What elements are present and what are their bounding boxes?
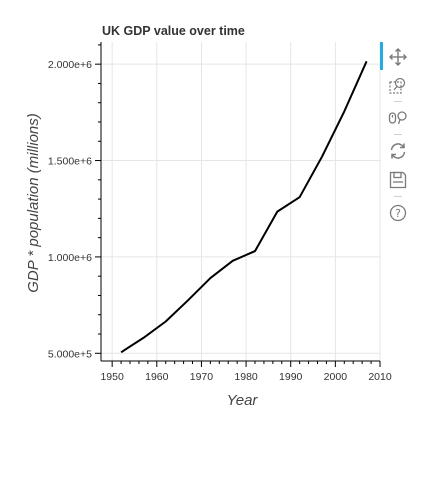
x-tick-label: 1950: [100, 371, 124, 383]
toolbar-separator: [394, 134, 402, 135]
x-tick-label: 1970: [190, 371, 214, 383]
pan-icon[interactable]: [388, 47, 408, 67]
y-axis-label: GDP * population (millions): [25, 113, 42, 293]
help-icon[interactable]: ?: [388, 203, 408, 223]
box-zoom-icon[interactable]: [388, 76, 408, 96]
x-tick-label: 2010: [368, 371, 392, 383]
wheel-zoom-icon[interactable]: [388, 108, 408, 128]
y-tick-label: 5.000e+5: [48, 348, 92, 360]
x-axis-label: Year: [227, 392, 259, 409]
axes: [100, 42, 380, 362]
series-layer: [120, 60, 368, 354]
svg-text:?: ?: [395, 207, 401, 220]
grid-lines: [101, 42, 381, 361]
y-tick-label: 1.500e+6: [48, 156, 92, 168]
y-tick-label: 2.000e+6: [48, 59, 92, 71]
toolbar-separator: [394, 101, 402, 102]
y-tick-label: 1.000e+6: [48, 252, 92, 264]
ticks: 1950 1960 1970 1980 1990 2000 2010 5.000e+5 1.00…: [48, 44, 392, 383]
toolbar-separator: [394, 196, 402, 197]
x-tick-label: 1960: [145, 371, 169, 383]
x-tick-label: 1990: [279, 371, 303, 383]
gdp-series-line: [120, 60, 368, 354]
active-tool-indicator: [380, 42, 383, 70]
save-icon[interactable]: [388, 170, 408, 190]
x-tick-label: 2000: [324, 371, 348, 383]
chart-toolbar: ?: [380, 42, 416, 232]
reset-icon[interactable]: [388, 141, 408, 161]
x-tick-label: 1980: [234, 371, 258, 383]
chart-title: UK GDP value over time: [102, 24, 245, 38]
